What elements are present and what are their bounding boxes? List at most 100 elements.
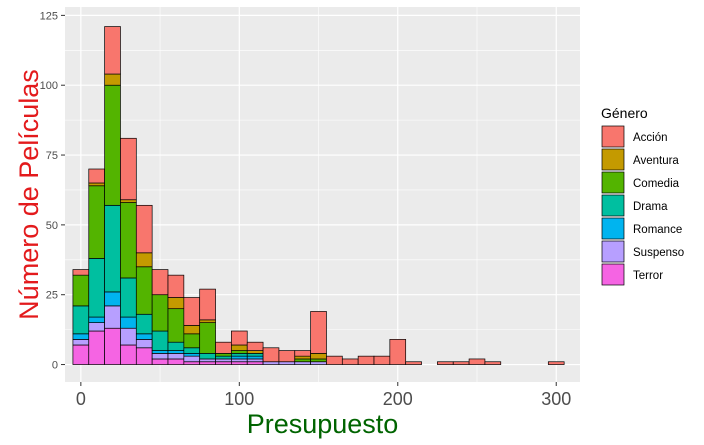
bar-segment <box>231 330 248 346</box>
bar-segment <box>151 294 169 332</box>
bar-segment <box>88 330 105 365</box>
bar-segment <box>246 361 264 365</box>
grid-lines <box>65 7 580 382</box>
legend-label: Romance <box>633 224 682 236</box>
bar-segment <box>294 361 311 365</box>
bar-segment <box>452 361 470 365</box>
bar-segment <box>104 327 121 365</box>
bar-segment <box>135 347 153 365</box>
bar-segment <box>151 350 169 354</box>
bar-segment <box>199 358 216 363</box>
legend: Género Acción Aventura Comedia Drama Romance… <box>601 105 684 286</box>
bar-segment <box>310 311 327 354</box>
bar-segment <box>167 274 185 298</box>
bar-segment <box>135 313 153 335</box>
bar-segment <box>215 341 232 354</box>
legend-swatch <box>601 217 625 240</box>
bar-segment <box>135 339 153 349</box>
bar-segment <box>151 330 169 351</box>
bar-segment <box>215 358 232 363</box>
bar-segment <box>278 350 296 363</box>
bar-segment <box>183 353 201 357</box>
legend-label: Suspenso <box>633 247 684 259</box>
bar-segment <box>183 361 201 365</box>
bar-segment <box>167 297 185 310</box>
bar-segment <box>215 353 232 357</box>
bar-segment <box>72 269 90 276</box>
legend-title: Género <box>601 105 648 121</box>
bar-segment <box>231 355 248 360</box>
legend-label: Terror <box>633 270 663 282</box>
bar-segment <box>484 361 502 365</box>
bar-segment <box>278 361 296 365</box>
legend-swatch <box>601 125 625 148</box>
bar-segment <box>88 316 105 323</box>
bar-segment <box>231 350 248 354</box>
x-axis-label: Presupuesto <box>247 409 399 439</box>
bar-segment <box>183 333 201 349</box>
bar-segment <box>262 361 280 365</box>
bar-segment <box>151 353 169 360</box>
bar-segment <box>183 355 201 363</box>
bar-segment <box>120 277 137 318</box>
bar-segment <box>120 316 137 329</box>
bar-segment <box>310 361 327 365</box>
bar-segment <box>151 269 169 296</box>
y-tick-label: 125 <box>40 10 58 22</box>
bar-segment <box>120 137 137 201</box>
bar-segment <box>246 353 264 357</box>
axes-group: 0 25 50 75 100 125 0 100 200 300 <box>40 10 572 409</box>
bar-segment <box>199 319 216 323</box>
bar-segment <box>310 353 327 360</box>
bar-segment <box>246 355 264 360</box>
bar-segment <box>199 322 216 354</box>
bar-segment <box>231 344 248 351</box>
bar-segment <box>294 358 311 363</box>
bar-segment <box>104 204 121 293</box>
bar-segment <box>199 288 216 321</box>
bar-segment <box>88 168 105 184</box>
bar-segment <box>120 199 137 203</box>
bar-segment <box>151 358 169 365</box>
bar-segment <box>246 341 264 351</box>
bar-segment <box>88 182 105 187</box>
bar-segment <box>231 361 248 365</box>
legend-swatch <box>601 240 625 263</box>
y-tick-label: 75 <box>46 150 58 162</box>
bar-segment <box>104 291 121 307</box>
bar-segment <box>135 252 153 268</box>
y-tick-label: 100 <box>40 80 58 92</box>
legend-swatch <box>601 171 625 194</box>
bar-segment <box>215 361 232 365</box>
bar-segment <box>135 266 153 315</box>
bar-segment <box>389 339 407 365</box>
y-tick-label: 25 <box>46 290 58 302</box>
bar-segment <box>262 347 280 363</box>
y-axis-label: Número de Películas <box>14 69 44 320</box>
legend-label: Drama <box>633 201 668 213</box>
bar-segment <box>199 361 216 365</box>
bar-segment <box>167 358 185 365</box>
legend-label: Acción <box>633 132 668 144</box>
bar-segment <box>167 341 185 351</box>
bar-segment <box>120 327 137 346</box>
bar-segment <box>246 350 264 354</box>
bar-segment <box>183 325 201 335</box>
y-tick-label: 50 <box>46 220 58 232</box>
legend-label: Comedia <box>633 178 680 190</box>
bar-segment <box>104 26 121 75</box>
bar-segment <box>294 355 311 360</box>
bar-segment <box>437 361 454 365</box>
bar-segment <box>72 333 90 340</box>
bar-segment <box>294 350 311 357</box>
bar-segment <box>357 355 375 365</box>
bar-segment <box>88 185 105 259</box>
bar-segment <box>72 339 90 346</box>
bar-segment <box>120 344 137 365</box>
bar-segment <box>72 344 90 365</box>
bar-segment <box>120 202 137 279</box>
bar-segment <box>468 358 486 365</box>
bar-segment <box>72 274 90 307</box>
y-tick-label: 0 <box>52 360 58 372</box>
